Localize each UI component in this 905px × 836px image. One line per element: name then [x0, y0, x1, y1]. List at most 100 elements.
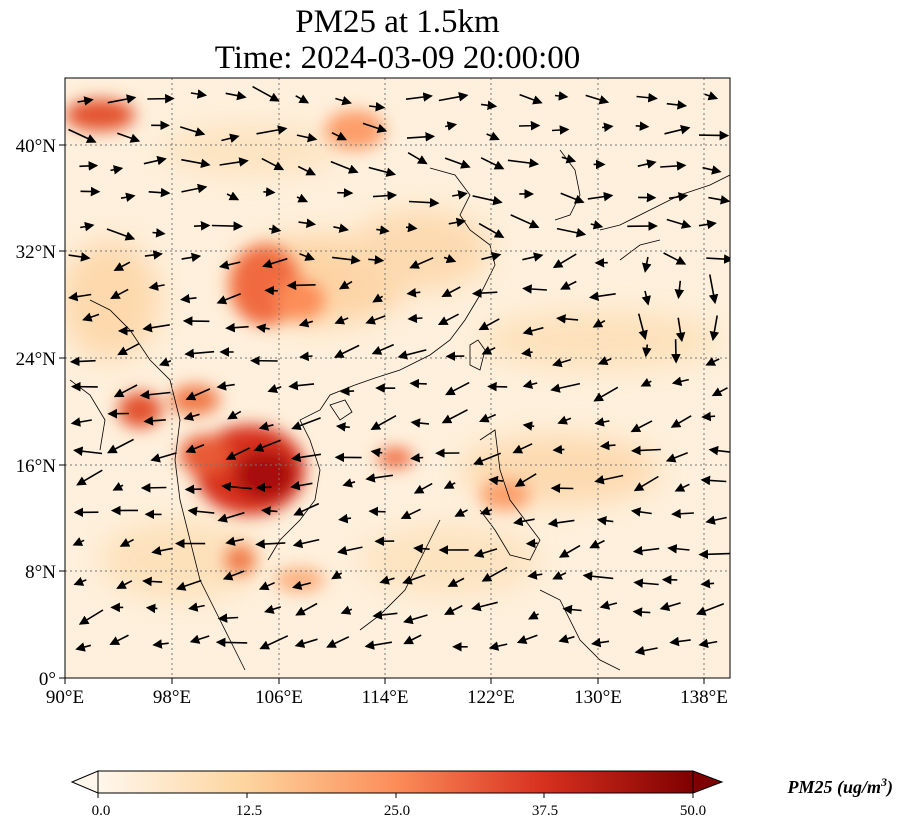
wind-arrow: [180, 293, 197, 304]
lat-axis: 0° 8°N 16°N 24°N 32°N 40°N: [16, 136, 65, 690]
wind-arrow: [437, 313, 459, 326]
wind-arrow: [190, 89, 208, 99]
lat-tick-32: 32°N: [16, 242, 57, 263]
wind-arrow: [68, 128, 97, 143]
colorbar: 0.0 12.5 25.0 37.5 50.0 PM25 (ug/m3): [70, 770, 893, 819]
wind-arrow: [669, 636, 691, 647]
wind-arrow: [120, 192, 136, 202]
wind-arrow: [704, 91, 719, 101]
wind-arrow: [259, 635, 289, 650]
wind-arrow: [368, 255, 385, 265]
wind-arrow: [438, 92, 469, 102]
wind-arrow: [413, 482, 433, 494]
wind-arrow: [447, 577, 465, 587]
wind-arrow: [487, 381, 508, 392]
wind-arrow: [331, 131, 348, 141]
wind-arrow: [263, 187, 276, 197]
wind-arrow: [479, 413, 497, 423]
wind-arrow: [519, 93, 543, 105]
wind-arrow: [333, 223, 349, 233]
wind-arrow: [217, 613, 239, 623]
wind-arrow: [106, 438, 134, 454]
wind-arrow: [410, 453, 424, 463]
wind-arrow: [372, 610, 398, 620]
wind-arrow: [633, 578, 659, 588]
wind-arrow: [253, 439, 281, 452]
wind-arrow: [443, 480, 456, 489]
colorbar-extend-min: [70, 770, 99, 794]
wind-arrow: [708, 195, 730, 205]
wind-arrow: [441, 409, 468, 424]
wind-arrow: [181, 252, 202, 263]
wind-arrow: [592, 318, 606, 328]
wind-arrow: [143, 416, 166, 426]
wind-arrow: [473, 548, 498, 558]
wind-arrow: [481, 251, 502, 262]
wind-arrow: [590, 220, 604, 230]
wind-arrow: [522, 326, 544, 336]
gridlines: [65, 78, 730, 678]
wind-arrow: [148, 187, 171, 198]
wind-arrow: [70, 417, 92, 427]
wind-arrow: [68, 252, 91, 262]
wind-arrow: [481, 345, 496, 355]
wind-arrow: [551, 125, 570, 135]
wind-arrow: [478, 222, 505, 238]
wind-arrow: [339, 386, 355, 396]
wind-arrow: [403, 634, 422, 645]
wind-arrow: [221, 481, 252, 492]
lon-tick-138: 138°E: [680, 687, 728, 708]
wind-arrow: [296, 132, 318, 143]
wind-arrow: [407, 152, 428, 165]
wind-arrow: [298, 218, 317, 228]
wind-arrow: [255, 539, 286, 549]
wind-arrow: [558, 544, 581, 558]
wind-arrow: [410, 418, 430, 428]
wind-arrow: [295, 94, 310, 104]
wind-arrow: [405, 92, 433, 102]
wind-arrow: [142, 576, 163, 587]
wind-arrow: [299, 351, 313, 362]
wind-arrow: [332, 254, 361, 265]
wind-arrow: [400, 508, 421, 520]
wind-arrow: [326, 636, 350, 648]
wind-arrow: [376, 225, 390, 235]
wind-arrow: [663, 252, 687, 265]
wind-arrow: [340, 605, 353, 615]
wind-arrow: [140, 483, 167, 493]
colorbar-gradient: [97, 770, 694, 794]
wind-arrow: [217, 511, 245, 523]
wind-arrow: [597, 356, 612, 366]
wind-arrow: [708, 274, 719, 305]
colorbar-extend-max: [692, 770, 724, 794]
wind-arrow: [379, 575, 395, 585]
wind-arrow: [527, 570, 543, 580]
wind-arrow: [184, 348, 215, 359]
wind-arrow: [665, 452, 688, 463]
wind-arrow: [562, 604, 582, 615]
wind-arrow: [582, 571, 614, 581]
wind-arrow: [698, 638, 718, 649]
wind-arrow: [77, 96, 94, 106]
wind-arrow: [293, 502, 320, 516]
wind-arrow: [148, 281, 165, 291]
wind-arrow: [510, 214, 540, 229]
wind-arrow: [675, 317, 686, 343]
wind-arrow: [333, 344, 360, 358]
wind-arrow: [552, 570, 567, 580]
wind-arrow: [641, 256, 652, 273]
wind-arrow: [298, 318, 314, 328]
wind-arrow: [479, 506, 493, 516]
wind-arrow: [631, 445, 661, 456]
wind-arrow: [226, 191, 240, 201]
wind-arrow: [261, 506, 278, 516]
wind-arrow: [632, 545, 660, 556]
pm25-field: [65, 78, 730, 678]
wind-arrow: [264, 604, 282, 614]
wind-arrow: [268, 224, 282, 234]
wind-arrow: [525, 538, 538, 549]
wind-arrow: [444, 157, 471, 169]
wind-arrow: [558, 634, 575, 644]
wind-arrow: [193, 221, 211, 231]
wind-arrow: [371, 343, 395, 355]
